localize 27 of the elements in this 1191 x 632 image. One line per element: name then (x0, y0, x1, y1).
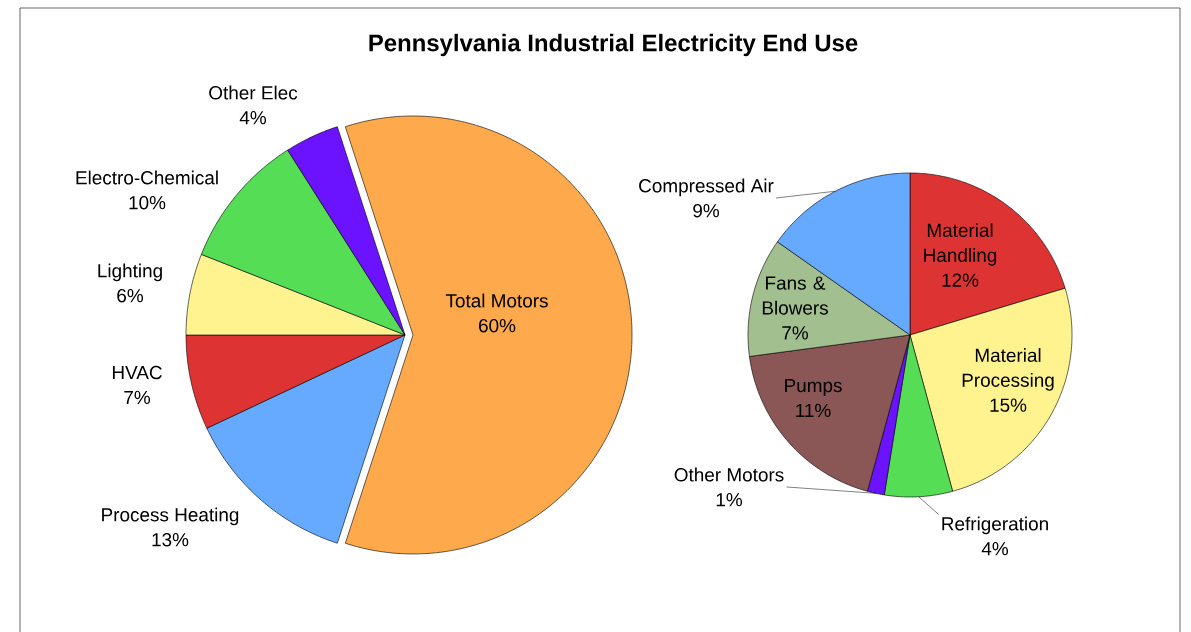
slice-label: Total Motors (445, 293, 548, 308)
data-label: 7% (124, 390, 151, 405)
data-label: 11% (796, 403, 831, 417)
data-label: 15% (990, 398, 1027, 412)
slice-label: Material Processing (962, 348, 1054, 391)
chart-title: Pennsylvania Industrial Electricity End Use (369, 33, 858, 57)
data-label: 7% (782, 326, 809, 340)
data-label: 60% (479, 318, 516, 333)
slice-label: Electro-Chemical (76, 170, 218, 185)
slice-label: Lighting (98, 263, 162, 282)
data-label: 6% (117, 288, 144, 303)
slice-label: HVAC (112, 365, 162, 380)
slice-label: Process Heating (102, 507, 239, 526)
data-label: 13% (152, 532, 189, 547)
slice-label: Other Elec (209, 85, 298, 100)
slice-label: Fans & Blowers (762, 276, 828, 315)
slice-label: Material Handling (924, 223, 997, 266)
slice-label: Other Motors (674, 467, 784, 482)
data-label: 10% (129, 195, 166, 210)
data-label: 1% (716, 493, 743, 507)
data-label: 12% (942, 273, 979, 287)
data-label: 9% (693, 203, 720, 218)
slice-label: Refrigeration (942, 516, 1048, 535)
slice-label: Pumps (785, 378, 842, 396)
data-label: 4% (239, 111, 267, 125)
data-label: 4% (981, 542, 1009, 556)
slice-label: Compressed Air (639, 178, 774, 197)
